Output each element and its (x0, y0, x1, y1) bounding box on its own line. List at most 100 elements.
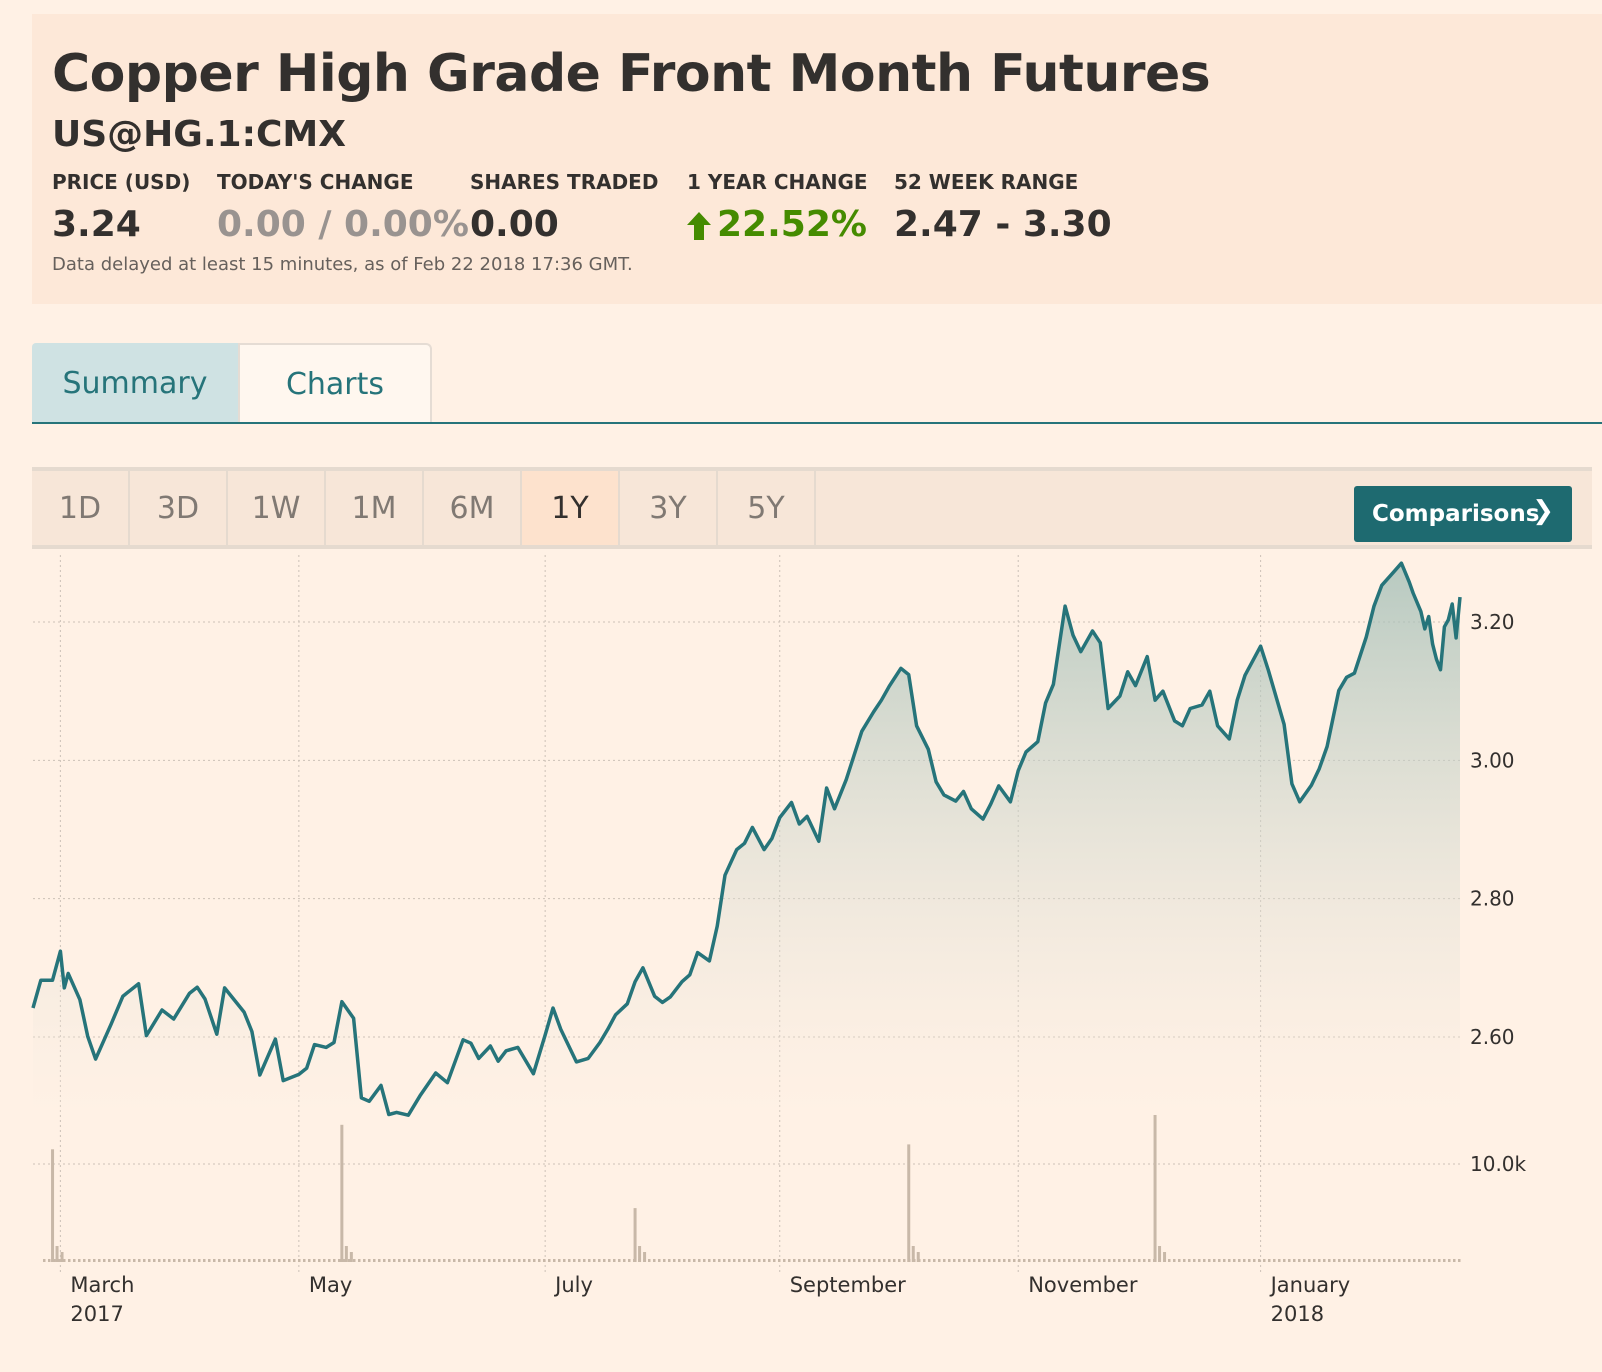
volume-bar (1363, 1259, 1366, 1262)
volume-bar (923, 1259, 926, 1262)
volume-bar (138, 1259, 141, 1262)
volume-bar (603, 1259, 606, 1262)
volume-bar (1143, 1259, 1146, 1262)
range-5y-button[interactable]: 5Y (718, 471, 816, 545)
volume-bar (868, 1259, 871, 1262)
volume-bar (648, 1259, 651, 1262)
volume-bar (183, 1259, 186, 1262)
volume-bar (128, 1259, 131, 1262)
volume-bar (978, 1259, 981, 1262)
volume-bar (693, 1259, 696, 1262)
volume-bar (473, 1259, 476, 1262)
volume-bar (848, 1259, 851, 1262)
volume-bar (253, 1259, 256, 1262)
volume-bar (1248, 1259, 1251, 1262)
volume-spike (1153, 1115, 1157, 1262)
volume-bar (368, 1259, 371, 1262)
volume-bar (349, 1252, 353, 1262)
volume-bar (328, 1259, 331, 1262)
volume-bar (1333, 1259, 1336, 1262)
volume-bar (1273, 1259, 1276, 1262)
y-tick-label: 2.60 (1470, 1025, 1515, 1049)
volume-bar (468, 1259, 471, 1262)
volume-bar (1458, 1259, 1461, 1262)
tab-charts[interactable]: Charts (238, 343, 432, 423)
price-area (33, 563, 1460, 1116)
volume-bar (408, 1259, 411, 1262)
volume-bar (163, 1259, 166, 1262)
volume-bar (323, 1259, 326, 1262)
volume-bar (1228, 1259, 1231, 1262)
volume-bar (1353, 1259, 1356, 1262)
volume-bar (733, 1259, 736, 1262)
comparisons-button[interactable]: Comparisons ❯ (1354, 486, 1572, 542)
range-1w-button[interactable]: 1W (228, 471, 326, 545)
volume-bar (958, 1259, 961, 1262)
volume-bar (1033, 1259, 1036, 1262)
volume-bar (828, 1259, 831, 1262)
range-1d-button[interactable]: 1D (32, 471, 130, 545)
volume-bar (273, 1259, 276, 1262)
volume-bar (153, 1259, 156, 1262)
volume-bar (1178, 1259, 1181, 1262)
range-6m-button[interactable]: 6M (424, 471, 522, 545)
range-3y-button[interactable]: 3Y (620, 471, 718, 545)
volume-bar (1268, 1259, 1271, 1262)
volume-bar (178, 1259, 181, 1262)
volume-bar (738, 1259, 741, 1262)
volume-bar (1313, 1259, 1316, 1262)
volume-bar (83, 1259, 86, 1262)
volume-bar (1013, 1259, 1016, 1262)
year-change-stat: 1 YEAR CHANGE 22.52% (687, 170, 868, 245)
volume-bar (333, 1259, 336, 1262)
range-1y-button[interactable]: 1Y (522, 471, 620, 545)
volume-bar (1423, 1259, 1426, 1262)
volume-bar (583, 1259, 586, 1262)
volume-bar (388, 1259, 391, 1262)
ticker-symbol: US@HG.1:CMX (52, 114, 346, 155)
volume-bar (593, 1259, 596, 1262)
volume-bar (463, 1259, 466, 1262)
year-change-value: 22.52% (717, 204, 867, 245)
volume-bar (43, 1259, 46, 1262)
volume-bar (1188, 1259, 1191, 1262)
volume-bar (613, 1259, 616, 1262)
volume-bar (353, 1259, 356, 1262)
volume-bar (1253, 1259, 1256, 1262)
volume-bar (1318, 1259, 1321, 1262)
volume-bar (943, 1259, 946, 1262)
range-1m-button[interactable]: 1M (326, 471, 424, 545)
volume-bar (1238, 1259, 1241, 1262)
volume-bar (1343, 1259, 1346, 1262)
volume-bar (53, 1259, 56, 1262)
volume-bar (1103, 1259, 1106, 1262)
page-title: Copper High Grade Front Month Futures (52, 44, 1211, 104)
volume-bar (778, 1259, 781, 1262)
volume-bar (1443, 1259, 1446, 1262)
volume-bar (393, 1259, 396, 1262)
volume-bar (1023, 1259, 1026, 1262)
volume-bar (1168, 1259, 1171, 1262)
volume-bar (243, 1259, 246, 1262)
volume-bar (1373, 1259, 1376, 1262)
volume-bar (263, 1259, 266, 1262)
volume-bar (228, 1259, 231, 1262)
volume-bar (558, 1259, 561, 1262)
range-3d-button[interactable]: 3D (130, 471, 228, 545)
volume-bar (88, 1259, 91, 1262)
volume-bar (218, 1259, 221, 1262)
volume-bar (1063, 1259, 1066, 1262)
volume-bar (338, 1259, 341, 1262)
price-value: 3.24 (52, 204, 141, 245)
volume-bar (1223, 1259, 1226, 1262)
volume-bar (103, 1259, 106, 1262)
volume-bar (308, 1259, 311, 1262)
tab-summary[interactable]: Summary (32, 343, 238, 423)
volume-bar (1118, 1259, 1121, 1262)
volume-bar (1378, 1259, 1381, 1262)
volume-bar (753, 1259, 756, 1262)
volume-bar (993, 1259, 996, 1262)
volume-bar (858, 1259, 861, 1262)
volume-bar (433, 1259, 436, 1262)
x-tick-year: 2018 (1271, 1302, 1324, 1326)
